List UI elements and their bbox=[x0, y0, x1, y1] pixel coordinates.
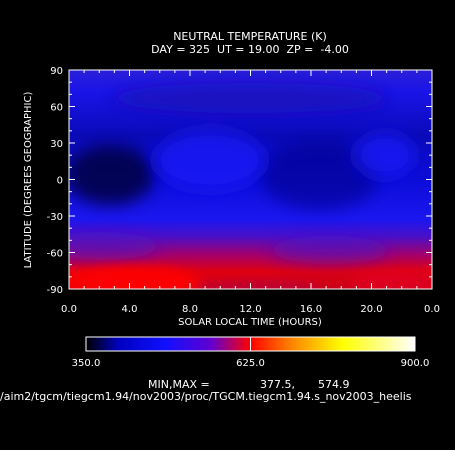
y-tick-labels: 90 60 30 0 -30 -60 -90 bbox=[47, 66, 63, 296]
x-tick-label: 0.0 bbox=[424, 304, 440, 315]
colorbar-tick-label: 900.0 bbox=[401, 358, 430, 369]
y-tick-label: 60 bbox=[50, 103, 63, 114]
chart-subtitle: DAY = 325 UT = 19.00 ZP = -4.00 bbox=[151, 43, 349, 56]
max-value: 574.9 bbox=[318, 378, 350, 391]
heatmap-field bbox=[69, 70, 432, 289]
y-tick-label: -30 bbox=[47, 212, 63, 223]
y-tick-label: 0 bbox=[57, 176, 63, 187]
min-max-label: MIN,MAX = bbox=[148, 378, 210, 391]
x-tick-labels: 0.0 4.0 8.0 12.0 16.0 20.0 0.0 bbox=[61, 304, 440, 315]
x-tick-label: 12.0 bbox=[239, 304, 261, 315]
footer-path: /aim2/tgcm/tiegcm1.94/nov2003/proc/TGCM.… bbox=[0, 390, 412, 403]
x-tick-label: 4.0 bbox=[122, 304, 138, 315]
x-tick-label: 20.0 bbox=[360, 304, 382, 315]
chart-title: NEUTRAL TEMPERATURE (K) bbox=[173, 30, 327, 43]
x-tick-label: 16.0 bbox=[300, 304, 322, 315]
y-tick-label: 30 bbox=[50, 139, 63, 150]
colorbar-tick-label: 625.0 bbox=[236, 358, 265, 369]
axis-ticks bbox=[68, 69, 433, 290]
colorbar-tick-labels: 350.0 625.0 900.0 bbox=[72, 337, 430, 369]
min-value: 377.5, bbox=[260, 378, 295, 391]
y-tick-label: -60 bbox=[47, 249, 63, 260]
y-tick-label: -90 bbox=[47, 285, 63, 296]
y-tick-label: 90 bbox=[50, 66, 63, 77]
colorbar-tick-label: 350.0 bbox=[72, 358, 101, 369]
y-axis-label: LATITUDE (DEGREES GEOGRAPHIC) bbox=[23, 92, 34, 269]
x-axis-label: SOLAR LOCAL TIME (HOURS) bbox=[178, 317, 322, 328]
x-tick-label: 0.0 bbox=[61, 304, 77, 315]
x-tick-label: 8.0 bbox=[182, 304, 198, 315]
